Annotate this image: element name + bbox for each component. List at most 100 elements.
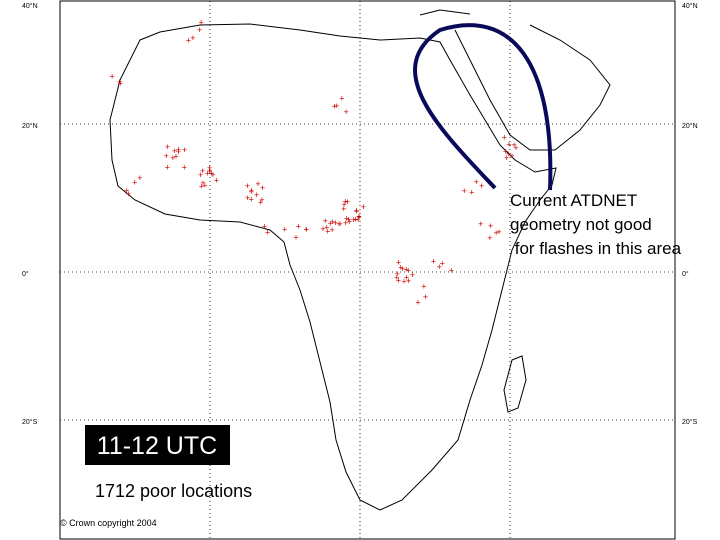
- flash: +: [325, 227, 330, 237]
- annotation: Current ATDNET geometry not good for fla…: [510, 191, 682, 258]
- time-label: 11-12 UTC: [97, 432, 217, 460]
- flash: +: [249, 186, 254, 196]
- flash: +: [333, 218, 338, 228]
- flash: +: [343, 218, 348, 228]
- flash: +: [356, 215, 361, 225]
- copyright: © Crown copyright 2004: [60, 518, 157, 528]
- lat-label: 20°N: [682, 122, 698, 130]
- flash: +: [200, 178, 205, 188]
- flash: +: [214, 175, 219, 185]
- lat-label: 0°: [22, 270, 29, 278]
- flash: +: [282, 224, 287, 234]
- flash: +: [478, 219, 483, 229]
- flash: +: [124, 185, 129, 195]
- flash: +: [117, 77, 122, 87]
- flash: +: [339, 94, 344, 104]
- flash: +: [345, 197, 350, 207]
- flash: +: [164, 151, 169, 161]
- flash: +: [343, 196, 348, 206]
- flash: +: [494, 228, 499, 238]
- flash: +: [509, 151, 514, 161]
- flash: +: [496, 227, 501, 237]
- flash: +: [118, 78, 123, 88]
- count-label: 1712 poor locations: [95, 481, 252, 501]
- mediterranean-coast: [419, 9, 471, 16]
- flash: +: [209, 168, 214, 178]
- flash: +: [404, 272, 409, 282]
- flash: +: [503, 146, 508, 156]
- flash: +: [462, 186, 467, 196]
- flash: +: [186, 35, 191, 45]
- annotation-line: for flashes in this area: [510, 239, 682, 258]
- flash: +: [506, 140, 511, 150]
- flash: +: [197, 25, 202, 35]
- madagascar-coast: [503, 355, 527, 413]
- flash: +: [249, 194, 254, 204]
- flash: +: [259, 195, 264, 205]
- flash: +: [170, 153, 175, 163]
- flash: +: [254, 190, 259, 200]
- latitude-labels: 40°N 20°N 0° 20°S 40°N 20°N 0° 20°S: [22, 2, 698, 426]
- flash: +: [258, 197, 263, 207]
- flash: +: [504, 153, 509, 163]
- flash: +: [346, 214, 351, 224]
- flash: +: [415, 297, 420, 307]
- flash: +: [410, 270, 415, 280]
- flash: +: [198, 170, 203, 180]
- lat-label: 20°S: [682, 418, 698, 426]
- flash: +: [323, 216, 328, 226]
- flash: +: [353, 214, 358, 224]
- flash: +: [513, 143, 518, 153]
- lat-label: 40°N: [22, 2, 38, 10]
- flash: +: [506, 149, 511, 159]
- lightning-flashes: +++++++++++++++++ ++++++++++ ++++++++ ++ +++…: [110, 18, 519, 308]
- flash: +: [336, 219, 341, 229]
- flash: +: [338, 219, 343, 229]
- flash: +: [347, 217, 352, 227]
- flash: +: [198, 18, 203, 28]
- flash: +: [406, 265, 411, 275]
- flash: +: [502, 133, 507, 143]
- flash: +: [354, 206, 359, 216]
- flash: +: [351, 215, 356, 225]
- flash: +: [354, 206, 359, 216]
- flash: +: [396, 275, 401, 285]
- flash: +: [296, 221, 301, 231]
- lat-label: 20°N: [22, 122, 38, 130]
- flash: +: [511, 140, 516, 150]
- flash: +: [262, 222, 267, 232]
- flash: +: [356, 212, 361, 222]
- flash: +: [487, 233, 492, 243]
- flash: +: [165, 163, 170, 173]
- flash: +: [332, 102, 337, 112]
- flash: +: [400, 264, 405, 274]
- flash: +: [440, 259, 445, 269]
- flash: +: [249, 187, 254, 197]
- arabia-coast: [454, 24, 611, 151]
- flash: +: [342, 199, 347, 209]
- flash: +: [210, 170, 215, 180]
- flash: +: [205, 169, 210, 179]
- flash: +: [479, 181, 484, 191]
- flash: +: [395, 269, 400, 279]
- annotation-line: Current ATDNET: [510, 191, 637, 210]
- flash: +: [207, 163, 212, 173]
- flash: +: [404, 264, 409, 274]
- flash: +: [357, 211, 362, 221]
- time-box: [85, 425, 230, 465]
- lat-label: 0°: [682, 270, 689, 278]
- flash: +: [207, 166, 212, 176]
- flash: +: [334, 101, 339, 111]
- flash: +: [207, 166, 212, 176]
- flash: +: [245, 193, 250, 203]
- flash: +: [260, 183, 265, 193]
- flash: +: [265, 227, 270, 237]
- flash: +: [137, 173, 142, 183]
- flash: +: [394, 273, 399, 283]
- flash: +: [449, 266, 454, 276]
- flash: +: [421, 282, 426, 292]
- coastlines: [109, 9, 611, 511]
- africa-coast: [109, 23, 557, 511]
- flash: +: [176, 144, 181, 154]
